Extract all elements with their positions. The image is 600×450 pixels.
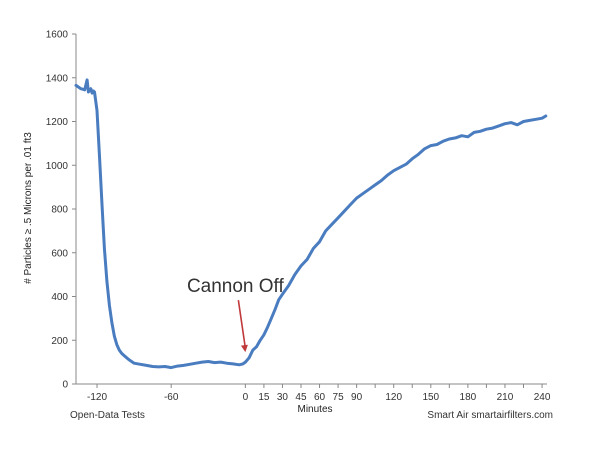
x-axis-ticks: -120 -60 0 15 30 45 60 75 90 120 150 180 210 240 [87, 384, 551, 403]
x-tick-label: 15 [258, 392, 270, 403]
x-axis-title: Minutes [297, 404, 332, 415]
x-tick-label: -120 [87, 392, 107, 403]
particle-count-series-line [74, 78, 548, 370]
x-tick-label: 180 [460, 392, 477, 403]
x-tick-label: 240 [534, 392, 551, 403]
y-tick-label: 0 [62, 380, 68, 391]
y-tick-label: 600 [51, 248, 68, 259]
y-axis-title: # Particles ≥ .5 Microns per .01 ft3 [23, 132, 34, 284]
cannon-off-arrow [237, 300, 247, 349]
y-tick-label: 400 [51, 292, 68, 303]
cannon-off-annotation: Cannon Off [187, 276, 285, 297]
y-tick-label: 1200 [46, 117, 69, 128]
y-tick-label: 1400 [46, 73, 69, 84]
x-tick-label: 210 [497, 392, 514, 403]
x-tick-label: -60 [164, 392, 179, 403]
x-tick-label: 75 [333, 392, 345, 403]
footer-source-label: Open-Data Tests [70, 410, 145, 421]
y-tick-label: 1000 [46, 161, 69, 172]
x-tick-label: 0 [243, 392, 249, 403]
x-tick-label: 150 [422, 392, 439, 403]
x-tick-label: 120 [385, 392, 402, 403]
y-tick-label: 200 [51, 336, 68, 347]
y-tick-label: 800 [51, 205, 68, 216]
footer-credit-label: Smart Air smartairfilters.com [427, 410, 553, 421]
cannon-off-arrowhead [240, 344, 248, 353]
x-tick-label: 90 [351, 392, 363, 403]
x-tick-label: 45 [295, 392, 307, 403]
y-axis-ticks: 0 200 400 600 800 1000 1200 1400 1600 [46, 30, 76, 391]
x-tick-label: 30 [277, 392, 289, 403]
x-tick-label: 60 [314, 392, 326, 403]
y-tick-label: 1600 [46, 30, 69, 41]
